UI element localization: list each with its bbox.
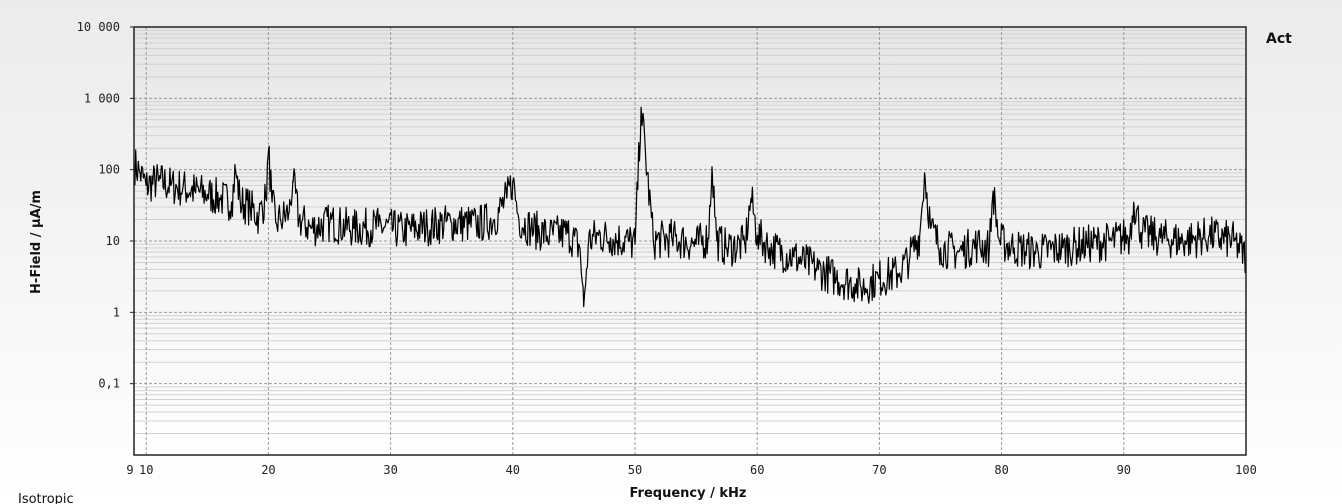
x-tick-label: 40 xyxy=(506,463,520,477)
y-tick-label: 1 xyxy=(113,305,120,319)
series-line-act xyxy=(133,106,1247,308)
mode-label: Isotropic xyxy=(18,492,74,504)
x-tick-labels: 10 20 30 40 50 60 70 80 90 100 9 xyxy=(126,463,1256,477)
y-tick-label: 100 xyxy=(98,163,120,177)
x-tick-label: 100 xyxy=(1235,463,1257,477)
x-tick-label: 60 xyxy=(750,463,764,477)
y-tick-label: 10 000 xyxy=(77,20,120,34)
x-tick-label: 50 xyxy=(628,463,642,477)
x-tick-label: 20 xyxy=(261,463,275,477)
grid-minor xyxy=(134,29,1246,435)
x-tick-label: 10 xyxy=(139,463,153,477)
x-tick-label-start: 9 xyxy=(126,463,133,477)
x-tick-label: 30 xyxy=(383,463,397,477)
x-tick-label: 70 xyxy=(872,463,886,477)
x-axis-label: Frequency / kHz xyxy=(630,486,747,501)
series-group xyxy=(133,106,1247,308)
legend-entry-act: Act xyxy=(1266,31,1292,47)
x-tick-label: 80 xyxy=(994,463,1008,477)
y-tick-labels: 0,1 1 10 100 1 000 10 000 xyxy=(77,20,134,391)
x-tick-label: 90 xyxy=(1117,463,1131,477)
y-tick-label: 0,1 xyxy=(98,377,120,391)
y-tick-label: 1 000 xyxy=(84,91,120,105)
y-tick-label: 10 xyxy=(106,234,120,248)
y-axis-label: H-Field / µA/m xyxy=(29,190,44,294)
